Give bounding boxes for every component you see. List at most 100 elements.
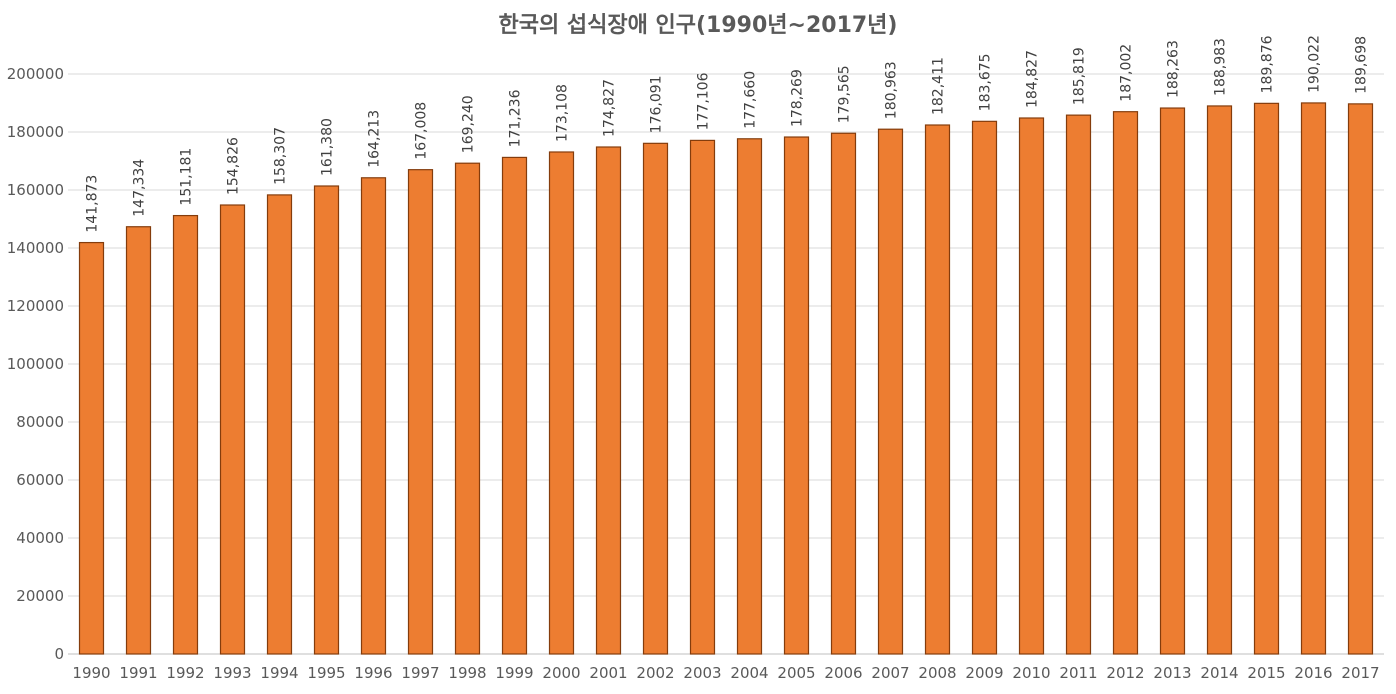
bar-2013 <box>1159 107 1186 655</box>
data-label-2013: 188,263 <box>1166 40 1182 98</box>
x-tick-label-2003: 2003 <box>683 664 721 682</box>
x-tick-label-1998: 1998 <box>448 664 486 682</box>
bar-1998 <box>454 162 481 655</box>
data-label-1996: 164,213 <box>367 110 383 168</box>
bar-2014 <box>1206 105 1233 655</box>
x-tick-label-2017: 2017 <box>1341 664 1379 682</box>
x-tick-label-2006: 2006 <box>824 664 862 682</box>
data-label-2001: 174,827 <box>602 79 618 137</box>
y-tick-label: 0 <box>54 645 64 663</box>
data-labels: 141,873 147,334 151,181 154,826 158,307 161,3… <box>85 35 1370 233</box>
x-tick-label-1991: 1991 <box>119 664 157 682</box>
data-label-1993: 154,826 <box>226 137 242 195</box>
data-label-1994: 158,307 <box>273 127 289 185</box>
bar-2005 <box>783 136 810 655</box>
x-tick-label-2009: 2009 <box>965 664 1003 682</box>
x-tick-label-1993: 1993 <box>213 664 251 682</box>
data-label-2012: 187,002 <box>1119 44 1135 102</box>
bar-1997 <box>407 169 434 655</box>
x-tick-label-2005: 2005 <box>777 664 815 682</box>
bar-2016 <box>1300 102 1327 655</box>
x-tick-label-1996: 1996 <box>354 664 392 682</box>
data-label-2006: 179,565 <box>837 65 853 123</box>
bar-1996 <box>360 177 387 655</box>
bar-2004 <box>736 138 763 655</box>
bars <box>78 102 1374 655</box>
data-label-2016: 190,022 <box>1307 35 1323 93</box>
data-label-2015: 189,876 <box>1260 35 1276 93</box>
data-label-2011: 185,819 <box>1072 47 1088 105</box>
x-tick-label-2002: 2002 <box>636 664 674 682</box>
bar-1994 <box>266 194 293 655</box>
data-label-1992: 151,181 <box>179 148 195 206</box>
x-tick-label-2004: 2004 <box>730 664 768 682</box>
bar-1995 <box>313 185 340 655</box>
y-tick-label: 140000 <box>7 239 64 257</box>
bar-1999 <box>501 156 528 655</box>
bar-1993 <box>219 204 246 655</box>
data-label-2003: 177,106 <box>696 72 712 130</box>
bar-2012 <box>1112 111 1139 655</box>
bar-2001 <box>595 146 622 655</box>
data-label-2004: 177,660 <box>743 71 759 129</box>
x-tick-label-1997: 1997 <box>401 664 439 682</box>
bar-2000 <box>548 151 575 655</box>
data-label-2014: 188,983 <box>1213 38 1229 96</box>
chart-title: 한국의 섭식장애 인구(1990년~2017년) <box>499 13 898 38</box>
bar-2006 <box>830 132 857 655</box>
x-tick-label-2015: 2015 <box>1247 664 1285 682</box>
bar-2009 <box>971 120 998 655</box>
data-label-2007: 180,963 <box>884 61 900 119</box>
x-tick-label-2000: 2000 <box>542 664 580 682</box>
y-axis-tick-labels: 0 20000 40000 60000 80000 100000 120000 140000 1… <box>7 65 64 663</box>
bar-2011 <box>1065 114 1092 655</box>
bar-1991 <box>125 226 152 655</box>
data-label-1997: 167,008 <box>414 102 430 160</box>
x-tick-label-1999: 1999 <box>495 664 533 682</box>
y-tick-label: 120000 <box>7 297 64 315</box>
y-tick-label: 160000 <box>7 181 64 199</box>
y-tick-label: 180000 <box>7 123 64 141</box>
y-tick-label: 100000 <box>7 355 64 373</box>
x-tick-label-2001: 2001 <box>589 664 627 682</box>
data-label-1995: 161,380 <box>320 118 336 176</box>
x-tick-label-1992: 1992 <box>166 664 204 682</box>
data-label-1998: 169,240 <box>461 95 477 153</box>
bar-2002 <box>642 142 669 655</box>
y-tick-label: 40000 <box>16 529 64 547</box>
y-tick-label: 80000 <box>16 413 64 431</box>
x-tick-label-2007: 2007 <box>871 664 909 682</box>
x-tick-label-1994: 1994 <box>260 664 298 682</box>
data-label-2008: 182,411 <box>931 57 947 115</box>
x-tick-label-2012: 2012 <box>1106 664 1144 682</box>
data-label-2009: 183,675 <box>978 53 994 111</box>
data-label-2010: 184,827 <box>1025 50 1041 108</box>
x-axis-tick-labels: 1990 1991 1992 1993 1994 1995 1996 1997 1998 1999… <box>72 664 1379 682</box>
data-label-2017: 189,698 <box>1354 36 1370 94</box>
bar-2017 <box>1347 103 1374 655</box>
data-label-2005: 178,269 <box>790 69 806 127</box>
x-tick-label-2016: 2016 <box>1294 664 1332 682</box>
bar-1990 <box>78 241 105 655</box>
y-tick-label: 200000 <box>7 65 64 83</box>
bar-2003 <box>689 139 716 655</box>
x-tick-label-1990: 1990 <box>72 664 110 682</box>
x-tick-label-2010: 2010 <box>1012 664 1050 682</box>
x-tick-label-2014: 2014 <box>1200 664 1238 682</box>
x-tick-label-2011: 2011 <box>1059 664 1097 682</box>
y-tick-label: 20000 <box>16 587 64 605</box>
bar-2010 <box>1018 117 1045 655</box>
data-label-1990: 141,873 <box>85 175 101 233</box>
bar-2008 <box>924 124 951 655</box>
gridlines <box>68 73 1384 655</box>
x-tick-label-2008: 2008 <box>918 664 956 682</box>
data-label-2002: 176,091 <box>649 75 665 133</box>
data-label-1999: 171,236 <box>508 89 524 147</box>
x-tick-label-1995: 1995 <box>307 664 345 682</box>
y-tick-label: 60000 <box>16 471 64 489</box>
x-tick-label-2013: 2013 <box>1153 664 1191 682</box>
bar-2007 <box>877 128 904 655</box>
data-label-1991: 147,334 <box>132 159 148 217</box>
